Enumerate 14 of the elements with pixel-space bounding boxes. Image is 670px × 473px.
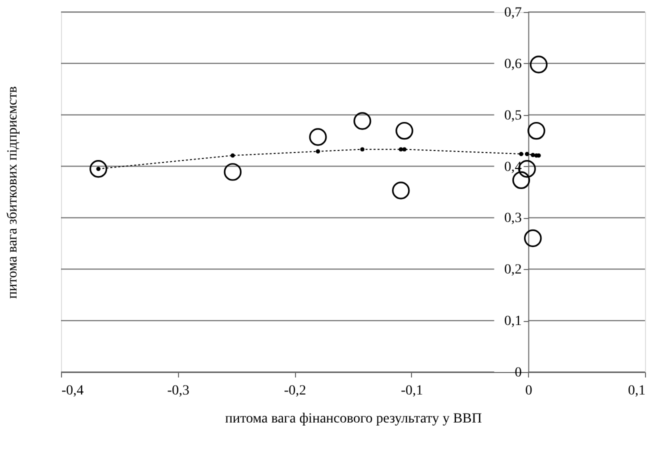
x-tick-label: -0,1	[400, 384, 423, 398]
x-axis-title: питома вага фінансового результату у ВВП	[225, 412, 482, 426]
x-tick-label: -0,3	[167, 384, 190, 398]
x-tick-label: 0	[525, 384, 532, 398]
y-tick-label: 0,5	[504, 108, 522, 124]
y-tick-label: 0,2	[504, 262, 522, 278]
y-tick-label: 0,7	[504, 6, 522, 20]
x-tick-label: 0,1	[628, 384, 646, 398]
y-tick-label: 0,1	[504, 314, 522, 330]
y-tick-label: 0,3	[504, 211, 522, 226]
y-axis-title: питома вага збиткових підприємств	[6, 86, 20, 299]
y-tick-label: 0,6	[504, 56, 522, 72]
x-tick-label: -0,4	[62, 384, 84, 398]
x-tick-label: -0,2	[284, 384, 306, 398]
